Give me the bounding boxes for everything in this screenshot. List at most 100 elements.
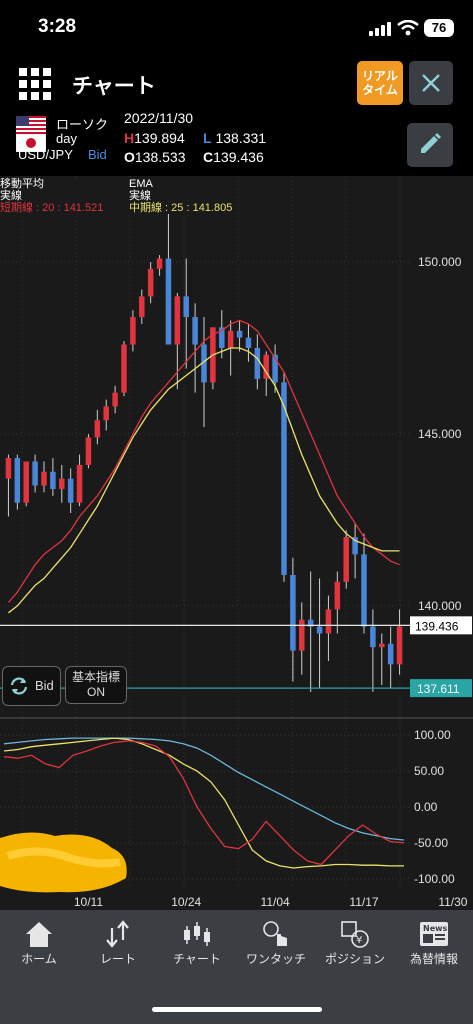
- low-value: L 138.331: [203, 130, 267, 146]
- high-value: H139.894: [124, 130, 185, 146]
- candle-body: [50, 471, 56, 489]
- date-tick-label: 10/11: [74, 895, 103, 909]
- candle-body: [370, 626, 376, 648]
- current-price-label: 139.436: [415, 619, 459, 633]
- battery-indicator: 76: [424, 19, 454, 37]
- current-price-tag: [410, 616, 472, 635]
- osc-tick-label: 50.00: [414, 764, 444, 778]
- signal-icon: [369, 22, 391, 36]
- candle-body: [352, 537, 358, 555]
- one-touch-icon: [263, 921, 287, 946]
- osc-blue-line: [3, 737, 405, 841]
- basic-indicator-state: ON: [87, 685, 105, 699]
- price-tick-label: 145.000: [418, 427, 462, 441]
- interval-label: day: [56, 131, 77, 146]
- news-badge: News: [423, 924, 448, 933]
- candle-body: [272, 354, 278, 383]
- candle-body: [14, 458, 21, 503]
- candle-body: [130, 317, 136, 345]
- nav-news[interactable]: News 為替情報: [395, 910, 473, 984]
- sma-legend: 移動平均 実線 短期線 : 20 : 141.521: [0, 178, 108, 214]
- basic-indicator-button[interactable]: 基本指標 ON: [65, 666, 127, 704]
- candle-body: [139, 296, 145, 318]
- nav-chart-label: チャート: [173, 952, 221, 966]
- candle-body: [32, 461, 38, 486]
- pair-name: USD/JPY: [18, 147, 73, 162]
- candle-body: [201, 344, 207, 383]
- ema-value: 中期線 : 25 : 141.805: [129, 202, 233, 214]
- candle-body: [307, 619, 314, 627]
- price-tick-label: 150.000: [418, 255, 462, 269]
- nav-one-touch-label: ワンタッチ: [245, 952, 306, 966]
- pencil-icon: [421, 133, 441, 153]
- home-icon: [26, 922, 52, 947]
- candle-body: [316, 626, 323, 634]
- bid-toggle-button[interactable]: Bid: [2, 666, 61, 706]
- candle-body: [343, 537, 349, 582]
- candle-body: [59, 478, 65, 489]
- nav-position-label: ポジション: [324, 952, 385, 966]
- ema-25-line: [8, 347, 400, 614]
- sma-20-line: [7, 319, 400, 603]
- candle-body: [165, 258, 172, 345]
- osc-tick-label: -50.00: [414, 836, 448, 850]
- osc-yellow-line: [3, 737, 404, 869]
- candle-body: [103, 406, 109, 421]
- candle-body: [156, 258, 163, 269]
- edit-button[interactable]: [407, 123, 453, 167]
- candle-body: [183, 296, 189, 318]
- nav-home[interactable]: ホーム: [0, 910, 78, 984]
- low-price-tag: [410, 679, 472, 698]
- page-title: チャート: [72, 75, 156, 98]
- sma-title: 移動平均: [0, 178, 44, 190]
- nav-position[interactable]: ¥ ポジション: [316, 910, 394, 984]
- chart-type-label: ローソク: [56, 117, 109, 132]
- candle-body: [325, 609, 332, 634]
- candle-body: [41, 471, 47, 486]
- sma-value: 短期線 : 20 : 141.521: [0, 202, 104, 214]
- close-button[interactable]: [409, 61, 453, 105]
- candle-body: [112, 392, 118, 407]
- price-chart[interactable]: 139.436 137.611 150.000 145.000 140.000 100…: [0, 176, 473, 910]
- position-icon: ¥: [341, 921, 369, 948]
- candle-body: [245, 337, 252, 348]
- osc-tick-label: 0.00: [414, 800, 438, 814]
- candle-body: [236, 330, 243, 338]
- date-tick-label: 11/30: [438, 895, 467, 909]
- candlestick-icon: [184, 922, 210, 946]
- nav-news-label: 為替情報: [409, 952, 458, 966]
- nav-rate[interactable]: レート: [79, 910, 157, 984]
- ema-kind: 実線: [129, 190, 151, 202]
- nav-one-touch[interactable]: ワンタッチ: [237, 910, 315, 984]
- nav-chart[interactable]: チャート: [158, 910, 236, 984]
- home-indicator: [152, 1007, 322, 1012]
- osc-tick-label: 100.00: [414, 728, 451, 742]
- close-icon: [422, 74, 440, 92]
- wifi-icon: [397, 20, 419, 36]
- date-tick-label: 11/04: [261, 895, 290, 909]
- realtime-label-2: タイム: [362, 83, 398, 97]
- ema-title: EMA: [129, 178, 153, 190]
- price-lines: 139.436 137.611: [0, 616, 472, 698]
- candle-body: [396, 626, 403, 665]
- candle-body: [254, 347, 261, 379]
- menu-grid-icon[interactable]: [19, 68, 51, 100]
- us-flag-icon: [16, 116, 46, 134]
- status-time: 3:28: [38, 16, 77, 37]
- sma-kind: 実線: [0, 190, 22, 202]
- candle-body: [219, 327, 225, 348]
- price-side-label: Bid: [88, 147, 107, 162]
- open-value: O138.533: [124, 149, 186, 165]
- realtime-button[interactable]: リアル タイム: [357, 61, 403, 105]
- news-icon: News: [420, 922, 448, 946]
- candle-body: [387, 643, 394, 665]
- candle-body: [334, 581, 341, 610]
- date-tick-label: 11/17: [349, 895, 378, 909]
- candle-body: [121, 344, 127, 393]
- svg-text:¥: ¥: [356, 935, 362, 946]
- price-tick-label: 140.000: [418, 599, 462, 613]
- candle-body: [192, 317, 198, 345]
- osc-tick-label: -100.00: [414, 872, 455, 886]
- basic-indicator-label: 基本指標: [71, 670, 120, 684]
- candle-body: [263, 354, 269, 379]
